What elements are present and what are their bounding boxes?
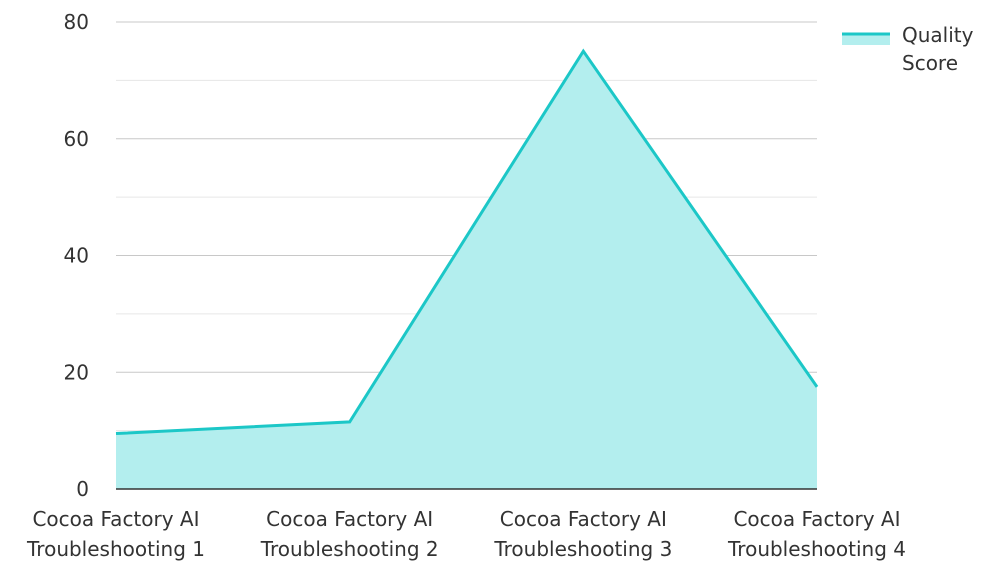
x-category-label-line: Cocoa Factory AI	[32, 507, 199, 531]
x-category-label-line: Troubleshooting 4	[727, 537, 906, 561]
x-category-label: Cocoa Factory AI Troubleshooting 1	[26, 507, 205, 561]
y-tick-label: 80	[64, 10, 89, 34]
x-category-label: Cocoa Factory AI Troubleshooting 3	[493, 507, 672, 561]
x-category-label-line: Troubleshooting 1	[26, 537, 205, 561]
x-category-label-line: Cocoa Factory AI	[500, 507, 667, 531]
series-line	[115, 48, 819, 436]
legend-label-line: Score	[902, 51, 958, 75]
x-category-label: Cocoa Factory AI Troubleshooting 4	[727, 507, 906, 561]
y-tick-label: 20	[64, 360, 89, 384]
x-category-label-line: Troubleshooting 2	[260, 537, 439, 561]
x-category-label-line: Cocoa Factory AI	[733, 507, 900, 531]
legend-label: Quality Score	[902, 23, 974, 75]
legend-swatch-fill	[842, 34, 890, 45]
plot-area	[115, 48, 819, 489]
x-category-label-line: Cocoa Factory AI	[266, 507, 433, 531]
legend[interactable]: Quality Score	[842, 23, 974, 75]
legend-label-line: Quality	[902, 23, 974, 47]
y-tick-label: 40	[64, 244, 89, 268]
y-tick-label: 60	[64, 127, 89, 151]
y-tick-label: 0	[76, 477, 89, 501]
y-axis: 0 20 40 60 80	[64, 10, 89, 501]
x-category-label-line: Troubleshooting 3	[493, 537, 672, 561]
x-category-label: Cocoa Factory AI Troubleshooting 2	[260, 507, 439, 561]
series-area-fill	[116, 51, 817, 489]
